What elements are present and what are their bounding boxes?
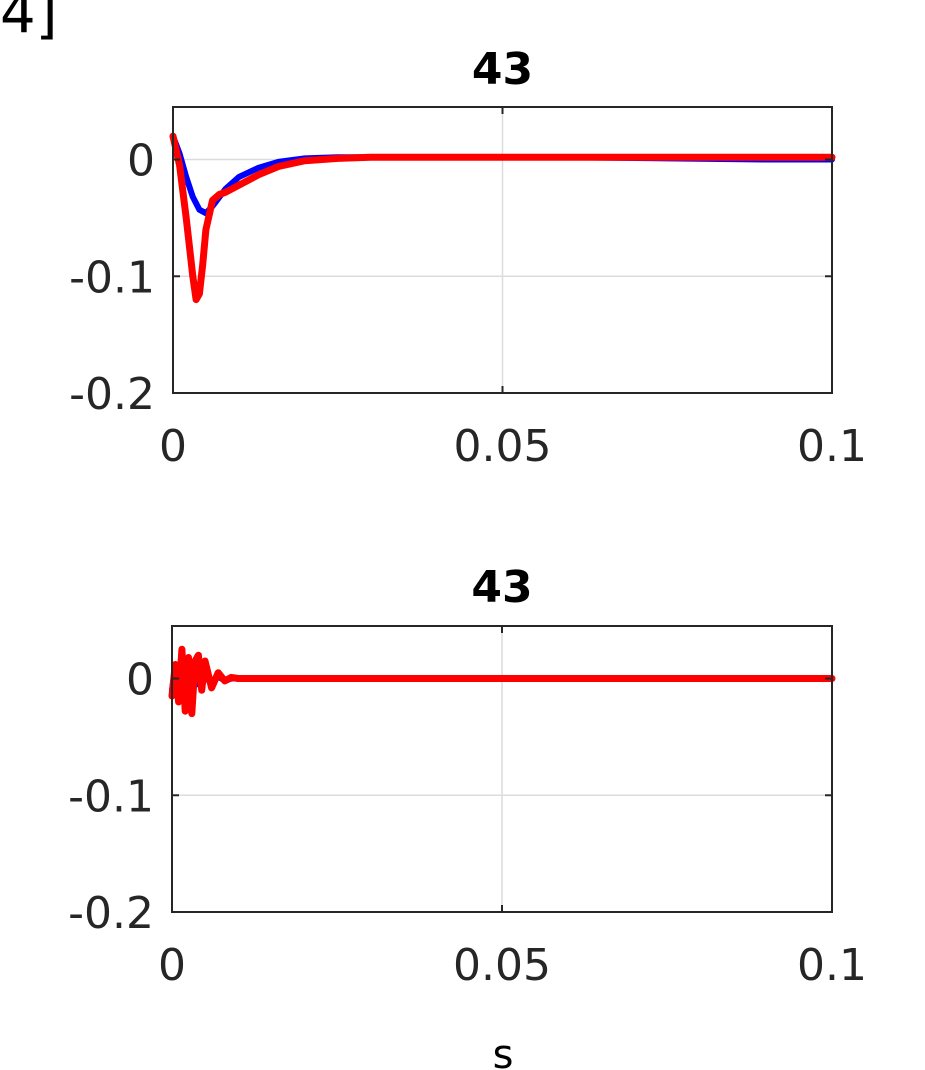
- x-tick-label: 0: [159, 421, 187, 472]
- corner-label: 4]: [0, 0, 58, 46]
- subplot-1: 0 0.05 0.1 0 -0.1 -0.2 43: [69, 44, 867, 472]
- x-tick-label: 0.05: [454, 421, 552, 472]
- y-tick-label: -0.1: [68, 771, 154, 822]
- x-tick-label: 0.1: [797, 421, 867, 472]
- subplot-title: 43: [471, 562, 532, 613]
- series-line-red: [169, 132, 836, 304]
- subplot-2: 0 0.05 0.1 0 -0.1 -0.2 43: [68, 562, 867, 991]
- y-tick-label: 0: [127, 136, 155, 187]
- x-tick-label: 0.05: [453, 940, 551, 991]
- subplot-title: 43: [472, 44, 533, 95]
- x-axis-label: s: [493, 1032, 514, 1070]
- y-tick-label: 0: [126, 655, 154, 706]
- y-tick-label: -0.2: [69, 369, 155, 420]
- series-line-red: [168, 645, 836, 718]
- x-tick-label: 0.1: [797, 940, 867, 991]
- y-tick-label: -0.2: [68, 888, 154, 939]
- x-tick-label: 0: [158, 940, 186, 991]
- y-tick-label: -0.1: [69, 252, 155, 303]
